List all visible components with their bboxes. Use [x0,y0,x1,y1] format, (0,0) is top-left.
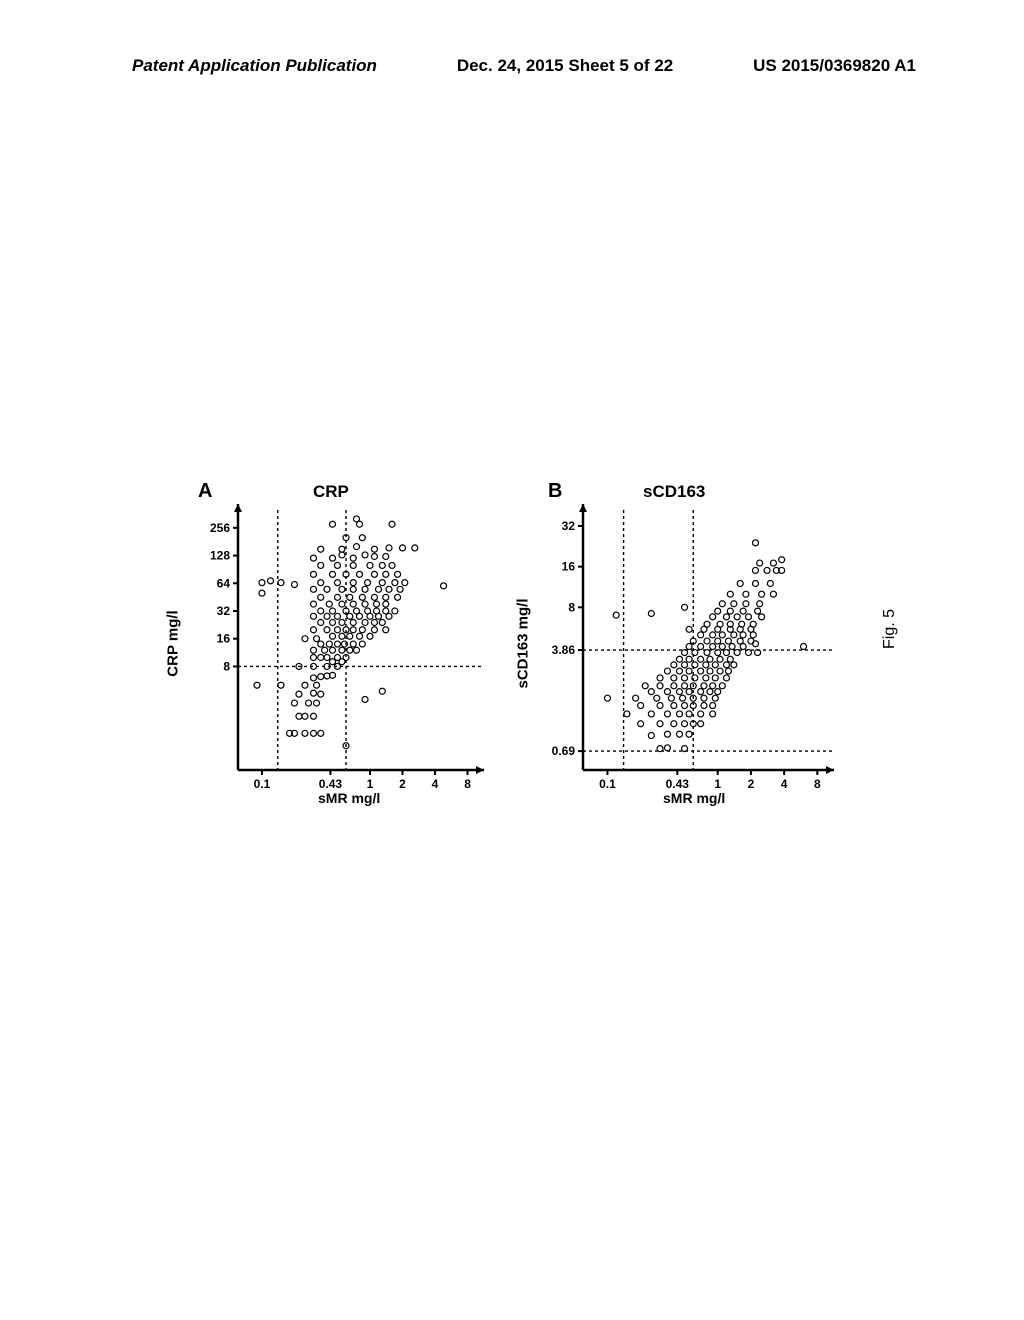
svg-text:0.43: 0.43 [666,777,690,791]
panel-a: A CRP CRP mg/l 0.10.4312488163264128256 … [178,480,488,815]
svg-text:1: 1 [367,777,374,791]
chart-a-svg: 0.1 0.43 1 2 4 8 8 16 32 64 128 256 [178,480,488,810]
svg-text:8: 8 [223,659,230,673]
figure-caption: Fig. 5 [881,609,899,649]
svg-text:2: 2 [748,777,755,791]
header-right: US 2015/0369820 A1 [753,56,916,76]
panel-a-title: CRP [313,482,349,502]
page-header: Patent Application Publication Dec. 24, … [0,56,1024,76]
chart-b-svg: 0.1 0.43 1 2 4 8 0.69 3.86 8 16 32 [528,480,838,810]
svg-text:0.1: 0.1 [254,777,271,791]
svg-text:32: 32 [562,519,576,533]
svg-text:4: 4 [781,777,788,791]
svg-text:0.69: 0.69 [552,744,576,758]
svg-text:2: 2 [399,777,406,791]
figure-5: A CRP CRP mg/l 0.10.4312488163264128256 … [178,480,858,830]
svg-text:16: 16 [562,560,576,574]
panel-a-letter: A [198,480,212,503]
svg-text:3.86: 3.86 [552,643,576,657]
panel-a-ylabel: CRP mg/l [165,610,182,676]
svg-text:0.1: 0.1 [599,777,616,791]
header-left: Patent Application Publication [132,56,377,76]
svg-text:0.43: 0.43 [319,777,343,791]
panel-b-title: sCD163 [643,482,705,502]
header-center: Dec. 24, 2015 Sheet 5 of 22 [457,56,673,76]
panel-a-xlabel: sMR mg/l [318,790,380,806]
svg-text:16: 16 [217,632,231,646]
svg-text:8: 8 [568,600,575,614]
panel-b-xlabel: sMR mg/l [663,790,725,806]
svg-text:1: 1 [714,777,721,791]
svg-text:8: 8 [464,777,471,791]
svg-text:32: 32 [217,604,231,618]
svg-text:128: 128 [210,549,230,563]
svg-text:4: 4 [432,777,439,791]
svg-text:256: 256 [210,521,230,535]
panel-b-ylabel: sCD163 mg/l [515,598,532,688]
panel-b: B sCD163 sCD163 mg/l 0.10.4312480.693.86… [528,480,838,815]
panel-b-letter: B [548,480,562,503]
svg-text:8: 8 [814,777,821,791]
svg-text:64: 64 [217,576,231,590]
